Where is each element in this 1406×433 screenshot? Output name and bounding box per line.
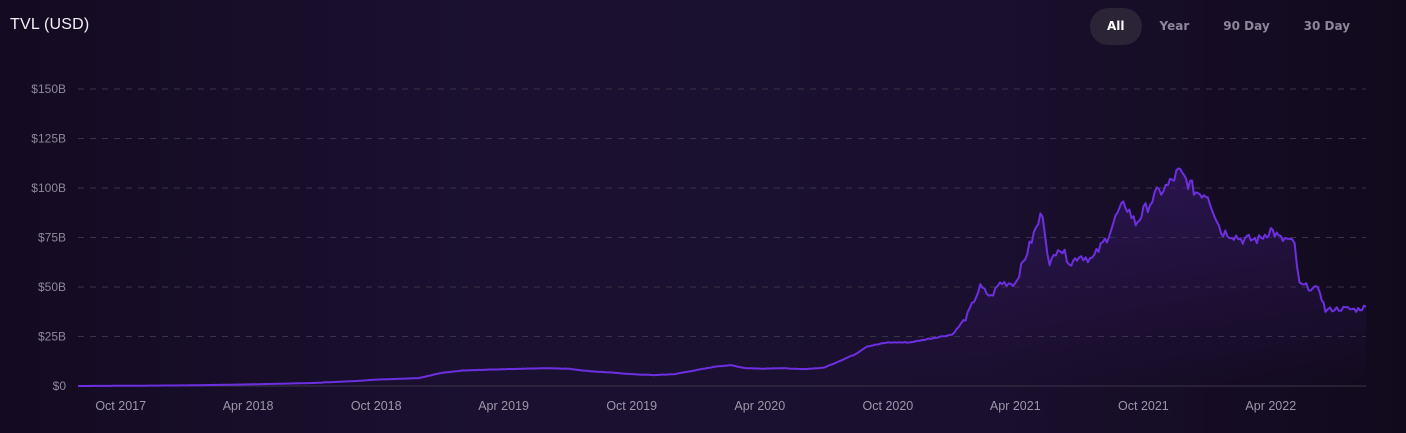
x-tick-label: Apr 2022 [1245,399,1296,413]
x-tick-label: Oct 2017 [95,399,146,413]
x-tick-label: Apr 2019 [478,399,529,413]
y-axis: $0 $25B $50B $75B $100B $125B $150B [31,82,66,393]
x-tick-label: Oct 2019 [606,399,657,413]
y-tick-label: $25B [38,330,66,344]
x-tick-label: Oct 2020 [863,399,914,413]
tvl-area-fill [78,168,1366,386]
y-tick-label: $100B [31,181,66,195]
y-tick-label: $75B [38,231,66,245]
x-tick-label: Oct 2021 [1118,399,1169,413]
y-tick-label: $0 [53,379,67,393]
x-tick-label: Oct 2018 [351,399,402,413]
x-axis: Oct 2017 Apr 2018 Oct 2018 Apr 2019 Oct 2019… [95,399,1296,413]
x-tick-label: Apr 2018 [223,399,274,413]
x-tick-label: Apr 2021 [990,399,1041,413]
y-tick-label: $125B [31,132,66,146]
x-tick-label: Apr 2020 [734,399,785,413]
y-tick-label: $50B [38,280,66,294]
y-tick-label: $150B [31,82,66,96]
